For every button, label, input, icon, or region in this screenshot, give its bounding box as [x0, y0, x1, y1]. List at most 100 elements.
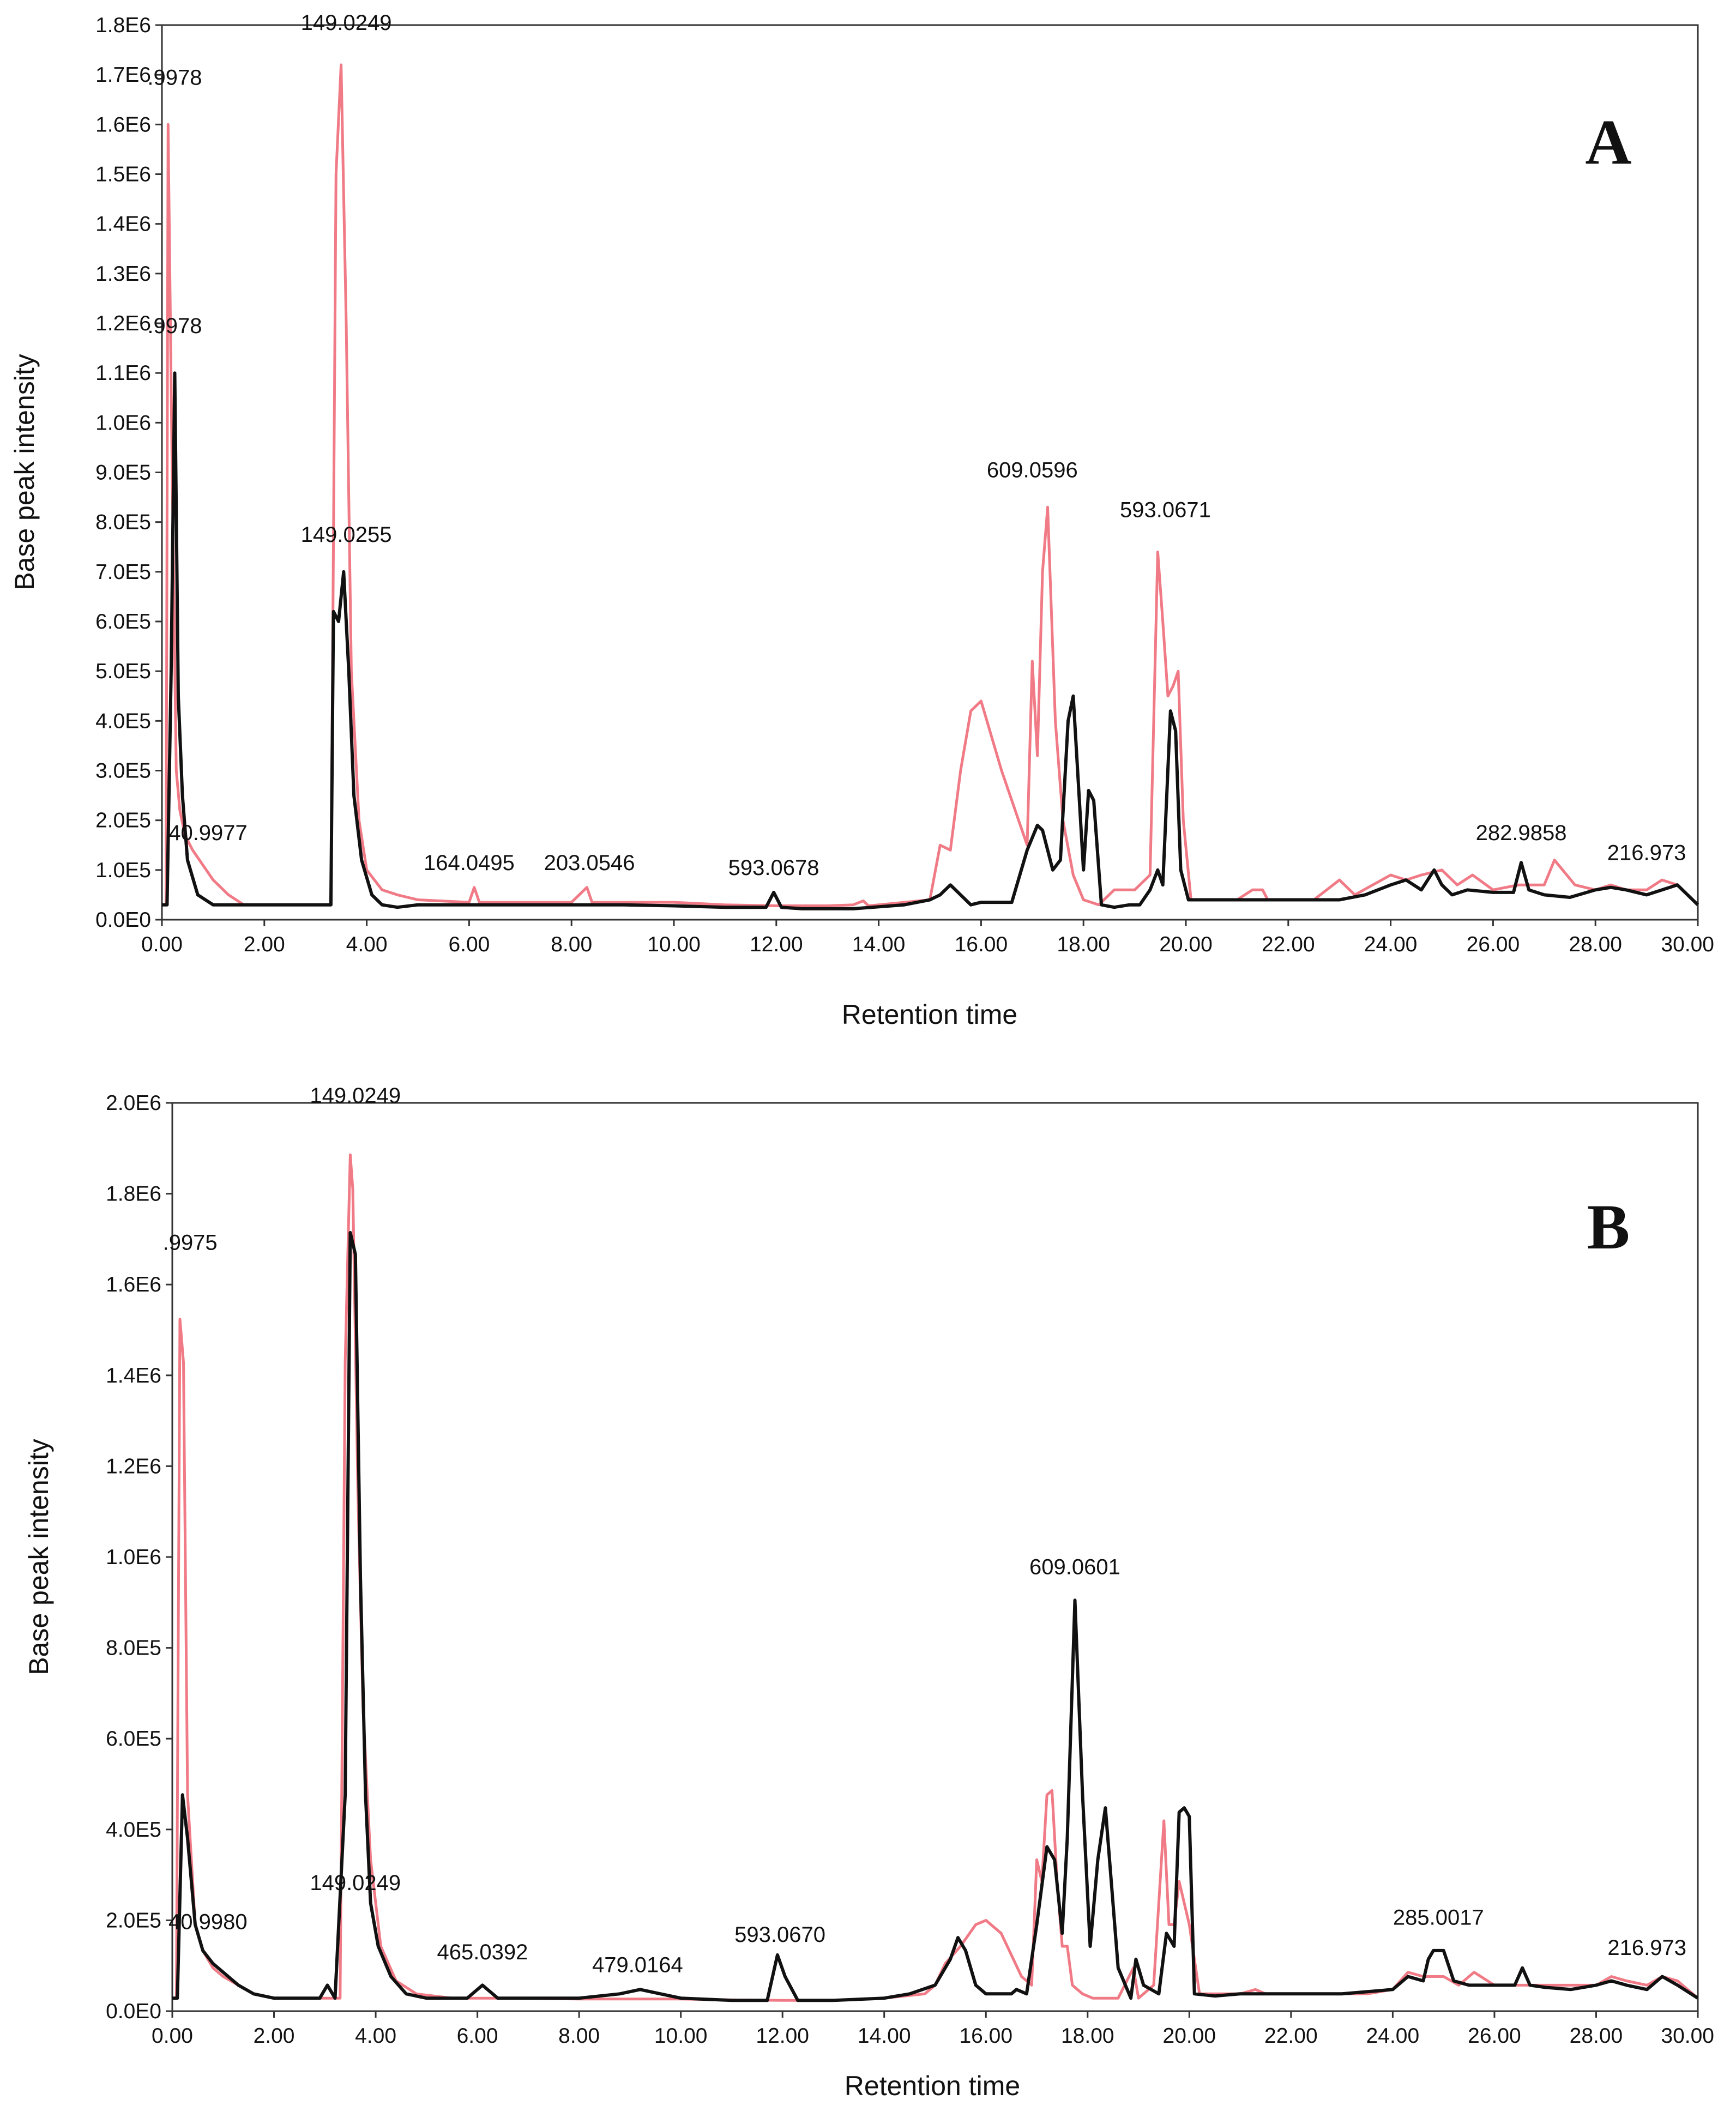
axis-ticks-a: 0.0E0 1.0E5 2.0E5 3.0E5 4.0E5 5.0E5 6.0E5 7.0E5…	[95, 14, 1714, 956]
peak-label-b: 465.0392	[437, 1940, 528, 1964]
peak-label-a: 609.0596	[987, 458, 1078, 482]
peak-label-b: 216.973	[1607, 1936, 1686, 1960]
x-tick-label-a: 22.00	[1262, 933, 1315, 956]
x-tick-label-a: 6.00	[448, 933, 490, 956]
x-tick-label-a: 14.00	[852, 933, 906, 956]
peak-label-a: .9978	[147, 314, 202, 338]
y-tick-label-a: 3.0E5	[95, 759, 151, 783]
x-tick-label-b: 18.00	[1061, 2024, 1114, 2048]
peak-labels-b: .9975 149.0249 40.9980 149.0249 465.0392 479.…	[163, 1084, 1686, 1977]
y-tick-label-b: 1.0E6	[106, 1546, 161, 1569]
y-tick-label-a: 1.5E6	[95, 163, 151, 186]
y-tick-label-a: 2.0E5	[95, 809, 151, 832]
x-tick-label-a: 0.00	[141, 933, 183, 956]
x-tick-label-a: 12.00	[750, 933, 803, 956]
peak-label-a: 149.0255	[301, 523, 392, 547]
peak-label-a: .9978	[147, 65, 202, 89]
y-tick-label-a: 1.8E6	[95, 14, 151, 37]
y-tick-label-a: 1.7E6	[95, 63, 151, 87]
x-tick-label-a: 26.00	[1467, 933, 1520, 956]
x-tick-label-b: 16.00	[959, 2024, 1012, 2048]
panel-label-a: A	[1585, 106, 1631, 178]
peak-label-a: 216.973	[1607, 841, 1686, 865]
x-tick-label-a: 2.00	[244, 933, 285, 956]
x-tick-label-b: 30.00	[1661, 2024, 1714, 2048]
peak-label-a: 593.0671	[1120, 498, 1211, 522]
peak-label-b: 479.0164	[592, 1953, 683, 1977]
x-tick-label-a: 8.00	[551, 933, 592, 956]
y-tick-label-b: 0.0E0	[106, 2000, 161, 2023]
peak-label-a: 282.9858	[1476, 821, 1567, 845]
x-tick-label-b: 20.00	[1163, 2024, 1216, 2048]
series-line-standard-a	[162, 63, 1699, 907]
x-tick-label-b: 4.00	[355, 2024, 396, 2048]
x-tick-label-b: 28.00	[1570, 2024, 1623, 2048]
series-line-standard-b	[172, 1153, 1699, 2002]
x-tick-label-a: 30.00	[1661, 933, 1714, 956]
y-tick-label-a: 6.0E5	[95, 610, 151, 633]
peak-label-b: 609.0601	[1029, 1555, 1120, 1579]
series-line-sample-a	[162, 371, 1699, 910]
x-tick-label-b: 10.00	[654, 2024, 708, 2048]
peak-label-b: 149.0249	[310, 1084, 401, 1108]
x-tick-label-b: 6.00	[457, 2024, 498, 2048]
x-tick-label-b: 2.00	[254, 2024, 295, 2048]
x-tick-label-a: 18.00	[1057, 933, 1110, 956]
peak-label-a: 593.0678	[728, 856, 819, 880]
y-tick-label-a: 1.2E6	[95, 312, 151, 335]
y-tick-label-a: 1.6E6	[95, 113, 151, 136]
y-tick-label-b: 2.0E5	[106, 1909, 161, 1932]
x-tick-label-a: 4.00	[346, 933, 388, 956]
peak-label-b: 149.0249	[310, 1871, 401, 1895]
plot-area-b	[171, 1102, 1699, 2012]
y-tick-label-b: 1.8E6	[106, 1182, 161, 1206]
y-axis-title-a: Base peak intensity	[9, 354, 40, 590]
x-tick-label-b: 14.00	[858, 2024, 911, 2048]
y-tick-label-b: 6.0E5	[106, 1727, 161, 1751]
y-tick-label-a: 0.0E0	[95, 908, 151, 932]
y-axis-title-b: Base peak intensity	[23, 1439, 54, 1675]
plot-area-a	[161, 24, 1699, 921]
x-tick-label-b: 8.00	[558, 2024, 600, 2048]
y-tick-label-a: 4.0E5	[95, 709, 151, 733]
y-tick-label-a: 1.1E6	[95, 361, 151, 385]
y-tick-label-a: 1.4E6	[95, 213, 151, 236]
x-tick-label-a: 10.00	[647, 933, 701, 956]
peak-labels-a: .9978 149.0249 .9978 149.0255 40.9977 164.049…	[147, 11, 1686, 880]
series-line-sample-b	[172, 1231, 1699, 2002]
y-tick-label-b: 1.2E6	[106, 1455, 161, 1478]
y-tick-label-a: 5.0E5	[95, 660, 151, 683]
x-tick-label-b: 24.00	[1366, 2024, 1420, 2048]
series-layer-b	[172, 1153, 1699, 2002]
y-tick-label-a: 1.0E5	[95, 859, 151, 882]
x-tick-label-b: 12.00	[756, 2024, 809, 2048]
x-axis-title-a: Retention time	[842, 999, 1017, 1030]
peak-label-b: 593.0670	[734, 1923, 825, 1947]
y-tick-label-a: 1.3E6	[95, 262, 151, 286]
series-layer-a	[162, 63, 1699, 910]
peak-label-a: 40.9977	[168, 821, 248, 845]
chart-panel-b: 0.0E0 2.0E5 4.0E5 6.0E5 8.0E5 1.0E6 1.2E6 1.4E6…	[23, 1084, 1714, 2101]
y-tick-label-a: 7.0E5	[95, 560, 151, 584]
peak-label-b: 285.0017	[1393, 1905, 1484, 1929]
x-tick-label-a: 28.00	[1569, 933, 1622, 956]
x-tick-label-a: 24.00	[1364, 933, 1418, 956]
axis-ticks-b: 0.0E0 2.0E5 4.0E5 6.0E5 8.0E5 1.0E6 1.2E6 1.4E6…	[106, 1091, 1714, 2048]
panel-label-b: B	[1587, 1191, 1630, 1263]
y-tick-label-b: 2.0E6	[106, 1091, 161, 1115]
y-tick-label-b: 8.0E5	[106, 1637, 161, 1660]
x-tick-label-b: 26.00	[1468, 2024, 1521, 2048]
y-tick-label-b: 1.6E6	[106, 1273, 161, 1296]
y-tick-label-a: 1.0E6	[95, 411, 151, 435]
x-tick-label-a: 16.00	[955, 933, 1008, 956]
y-tick-label-a: 9.0E5	[95, 461, 151, 485]
x-tick-label-b: 22.00	[1264, 2024, 1318, 2048]
y-tick-label-b: 4.0E5	[106, 1818, 161, 1842]
peak-label-a: 149.0249	[301, 11, 392, 35]
y-tick-label-b: 1.4E6	[106, 1364, 161, 1387]
peak-label-b: 40.9980	[168, 1910, 248, 1934]
x-tick-label-a: 20.00	[1159, 933, 1213, 956]
x-tick-label-b: 0.00	[152, 2024, 193, 2048]
x-axis-title-b: Retention time	[845, 2071, 1020, 2101]
